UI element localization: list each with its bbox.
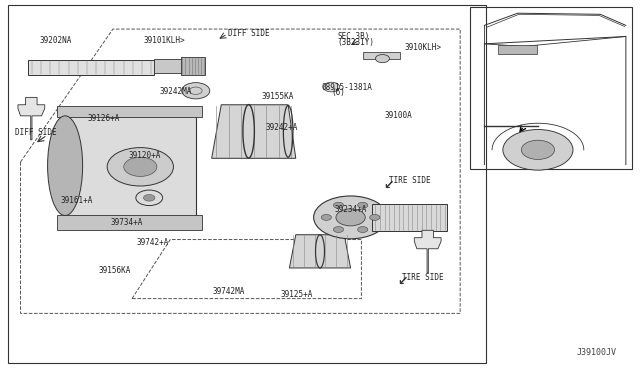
Text: ↙: ↙ [384,179,394,192]
Bar [8,5,486,363]
Text: 39742+A: 39742+A [136,238,169,247]
Polygon shape [18,97,45,140]
Text: 39156KA: 39156KA [99,266,131,275]
Text: 39125+A: 39125+A [280,291,313,299]
Text: 39734+A: 39734+A [111,218,143,227]
Text: 39155KA: 39155KA [261,92,294,101]
Circle shape [124,157,157,176]
Polygon shape [414,230,441,273]
Bar [364,52,400,59]
Polygon shape [212,105,296,158]
Text: (6): (6) [332,89,346,97]
Bar [470,7,632,169]
Polygon shape [58,215,202,230]
Polygon shape [372,204,447,231]
Text: DIFF SIDE: DIFF SIDE [228,29,269,38]
Text: 08915-1381A: 08915-1381A [321,83,372,92]
Circle shape [321,214,332,220]
Text: 39101KLH>: 39101KLH> [143,36,185,45]
Polygon shape [181,57,205,75]
Text: 39242+A: 39242+A [266,123,298,132]
Circle shape [503,129,573,170]
Text: 39242MA: 39242MA [159,87,192,96]
Circle shape [358,227,368,232]
Circle shape [376,55,390,62]
Text: J39100JV: J39100JV [576,347,616,357]
Circle shape [333,227,344,232]
Text: ↙: ↙ [397,275,408,288]
Text: 39234+A: 39234+A [334,205,366,215]
Polygon shape [64,116,196,215]
Text: 39100A: 39100A [385,110,413,120]
Polygon shape [28,61,154,75]
Text: DIFF SIDE: DIFF SIDE [15,128,57,137]
Circle shape [323,82,340,92]
Circle shape [314,196,388,239]
Bar [499,45,537,54]
Text: 39202NA: 39202NA [40,36,72,45]
Circle shape [143,195,155,201]
Circle shape [522,140,554,160]
Circle shape [182,83,210,99]
Circle shape [358,202,368,208]
Polygon shape [58,106,202,116]
Circle shape [370,214,380,220]
Ellipse shape [47,116,83,215]
Circle shape [107,148,173,186]
Text: 39120+A: 39120+A [129,151,161,160]
Circle shape [336,209,365,226]
Circle shape [333,202,344,208]
Text: TIRE SIDE: TIRE SIDE [401,273,443,282]
Text: SEC.3B): SEC.3B) [338,32,370,41]
Text: (3B231Y): (3B231Y) [338,38,375,47]
Polygon shape [154,60,183,73]
Text: 3910KLH>: 3910KLH> [404,43,441,52]
Text: 39161+A: 39161+A [60,196,92,205]
Polygon shape [289,235,351,268]
Text: TIRE SIDE: TIRE SIDE [389,176,431,185]
Text: 39126+A: 39126+A [88,114,120,123]
Text: 39742MA: 39742MA [213,287,245,296]
